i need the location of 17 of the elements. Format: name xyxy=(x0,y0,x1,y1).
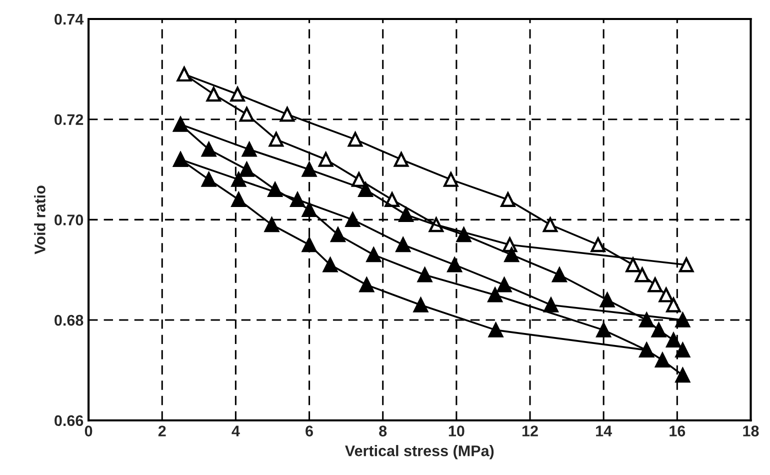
y-tick-label: 0.72 xyxy=(54,114,84,126)
x-tick-label: 4 xyxy=(232,426,240,436)
y-tick-label: 0.70 xyxy=(54,214,84,226)
x-tick-label: 0 xyxy=(84,426,92,436)
y-tick-label: 0.66 xyxy=(54,415,84,426)
x-tick-label: 18 xyxy=(743,426,759,436)
x-tick-label: 8 xyxy=(379,426,387,436)
y-tick-label: 0.74 xyxy=(54,14,84,25)
y-tick-label: 0.68 xyxy=(54,314,84,326)
x-tick-label: 16 xyxy=(670,426,686,436)
x-tick-label: 2 xyxy=(158,426,166,436)
y-axis-title: Void ratio xyxy=(34,186,46,254)
x-axis-title: Vertical stress (MPa) xyxy=(345,445,494,460)
x-tick-label: 6 xyxy=(306,426,313,436)
x-tick-label: 10 xyxy=(448,426,464,436)
x-tick-label: 14 xyxy=(596,426,612,436)
x-tick-label: 12 xyxy=(522,426,538,436)
